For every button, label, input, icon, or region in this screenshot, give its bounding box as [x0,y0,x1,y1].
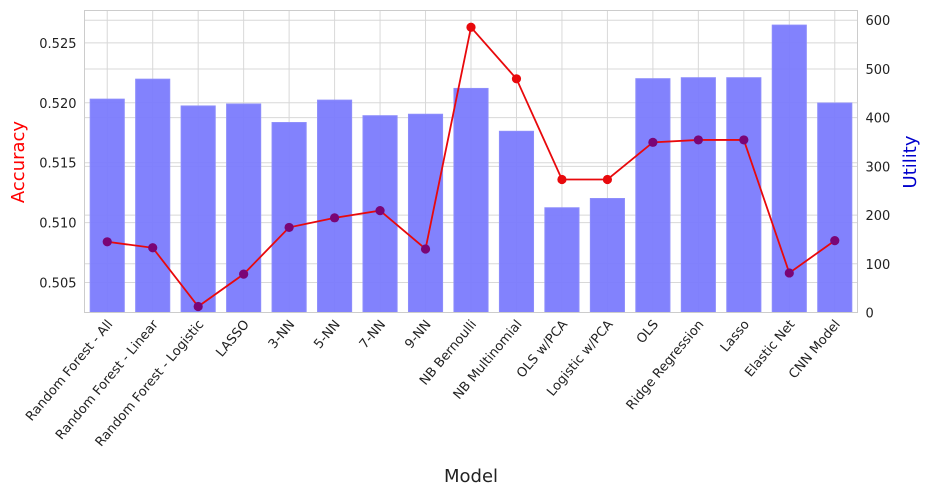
accuracy-point [784,268,794,278]
model-tick-label: 7-NN [357,317,389,351]
accuracy-point [602,174,613,185]
utility-bar [317,99,353,313]
accuracy-tick-label: 0.505 [39,277,76,292]
utility-bar [680,77,716,313]
accuracy-point [193,301,203,312]
accuracy-point [830,235,840,246]
utility-bar [271,122,307,313]
model-tick-label: LASSO [213,317,252,360]
accuracy-tick-label: 0.515 [39,157,76,172]
accuracy-axis-label: Accuracy [8,121,29,204]
accuracy-point [284,222,294,233]
model-tick-label: 3-NN [266,317,298,351]
utility-bar [726,77,762,313]
utility-bar [226,103,262,313]
accuracy-point [648,137,658,147]
utility-tick-label: 200 [866,209,891,224]
accuracy-point [329,213,340,223]
plot-frame [84,10,858,313]
utility-tick-label: 400 [866,112,891,127]
model-tick-label: 5-NN [311,317,343,351]
utility-tick-label: 300 [866,160,891,175]
accuracy-point [466,22,476,32]
utility-tick-label: 600 [866,14,891,29]
utility-bar [635,78,671,314]
accuracy-point [693,135,703,145]
accuracy-point [102,237,112,247]
accuracy-point [375,206,385,216]
accuracy-axis-ticks: 0.505 0.510 0.515 0.520 0.525 [39,37,76,292]
utility-bar [180,105,216,314]
utility-bars [89,24,853,314]
model-tick-label: OLS [634,317,662,346]
utility-bar [453,87,489,313]
model-tick-label: Random Forest - All [23,317,116,424]
utility-tick-label: 0 [866,307,874,322]
utility-bar [498,130,535,313]
accuracy-tick-label: 0.525 [39,37,76,52]
model-tick-label: 9-NN [402,317,434,351]
utility-bar [817,102,853,313]
utility-bar [544,207,580,314]
utility-bar [589,198,625,313]
accuracy-point [239,269,249,279]
accuracy-point [739,135,749,145]
accuracy-tick-label: 0.520 [39,97,76,112]
utility-axis-label: Utility [900,135,921,188]
utility-tick-label: 500 [866,63,891,78]
accuracy-point [557,174,567,185]
accuracy-point [420,244,431,254]
utility-tick-label: 100 [866,258,891,273]
accuracy-line-series [102,22,840,312]
accuracy-tick-label: 0.510 [39,217,76,232]
utility-bar [407,113,444,313]
utility-bar [89,98,125,313]
accuracy-point [148,243,158,253]
model-tick-label: Lasso [718,317,753,355]
model-tick-label: Ridge Regression [624,317,708,413]
model-axis-label: Model [444,466,498,487]
utility-bar [135,78,171,313]
utility-axis-ticks: 0 100 200 300 400 500 600 [866,14,891,321]
accuracy-point [511,74,522,84]
